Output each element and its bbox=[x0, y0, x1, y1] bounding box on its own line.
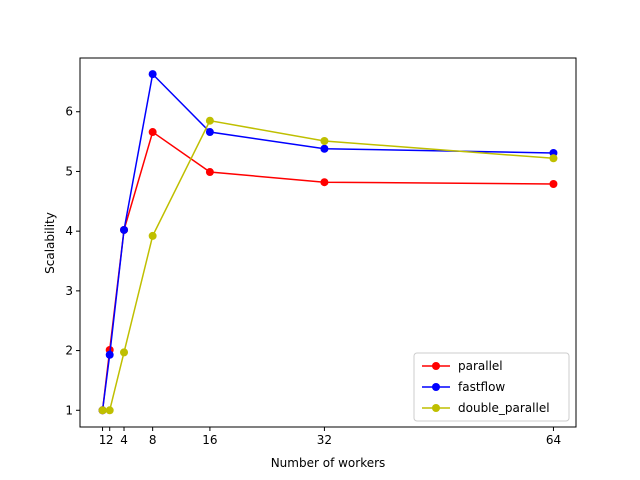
data-point-fastflow bbox=[120, 225, 129, 234]
legend-label-double-parallel: double_parallel bbox=[458, 401, 550, 415]
data-point-double-parallel bbox=[320, 137, 329, 145]
x-tick-label: 4 bbox=[120, 433, 128, 447]
x-tick-label: 1 bbox=[99, 433, 107, 447]
data-point-parallel bbox=[320, 178, 329, 187]
x-axis: 1 2 4 8 16 32 64 bbox=[99, 427, 561, 447]
y-tick-label: 2 bbox=[65, 344, 73, 358]
x-tick-label: 2 bbox=[106, 433, 114, 447]
plot-area bbox=[79, 57, 577, 428]
data-point-parallel bbox=[205, 168, 214, 177]
data-point-double-parallel bbox=[105, 406, 114, 415]
x-tick-label: 8 bbox=[149, 433, 157, 447]
y-tick-label: 3 bbox=[65, 284, 73, 298]
data-point-fastflow bbox=[205, 128, 214, 137]
legend-marker-double-parallel bbox=[432, 404, 440, 412]
data-point-double-parallel bbox=[120, 348, 129, 357]
legend-label-fastflow: fastflow bbox=[458, 380, 505, 394]
legend-box bbox=[413, 352, 570, 422]
data-point-parallel bbox=[148, 128, 157, 137]
data-point-fastflow bbox=[148, 70, 157, 79]
y-axis: 1 2 3 4 5 6 bbox=[65, 105, 80, 417]
data-point-double-parallel bbox=[98, 406, 107, 415]
legend-marker-parallel bbox=[432, 362, 440, 370]
y-tick-label: 1 bbox=[65, 403, 73, 417]
legend: parallel fastflow double_parallel bbox=[413, 352, 570, 422]
x-axis-label: Number of workers bbox=[271, 456, 386, 470]
axes-frame bbox=[79, 57, 577, 428]
data-point-double-parallel bbox=[148, 231, 157, 240]
data-point-double-parallel bbox=[549, 154, 558, 163]
y-tick-label: 4 bbox=[65, 224, 73, 238]
x-tick-label: 16 bbox=[202, 433, 217, 447]
x-tick-label: 64 bbox=[546, 433, 561, 447]
legend-marker-fastflow bbox=[432, 383, 440, 391]
data-point-double-parallel bbox=[205, 116, 214, 125]
data-point-fastflow bbox=[320, 144, 329, 153]
data-point-fastflow bbox=[105, 350, 114, 359]
data-point-parallel bbox=[549, 179, 558, 188]
x-tick-label: 32 bbox=[317, 433, 332, 447]
y-tick-label: 6 bbox=[65, 105, 73, 119]
y-axis-label: Scalability bbox=[43, 212, 57, 274]
y-tick-label: 5 bbox=[65, 164, 73, 178]
legend-label-parallel: parallel bbox=[458, 359, 503, 373]
